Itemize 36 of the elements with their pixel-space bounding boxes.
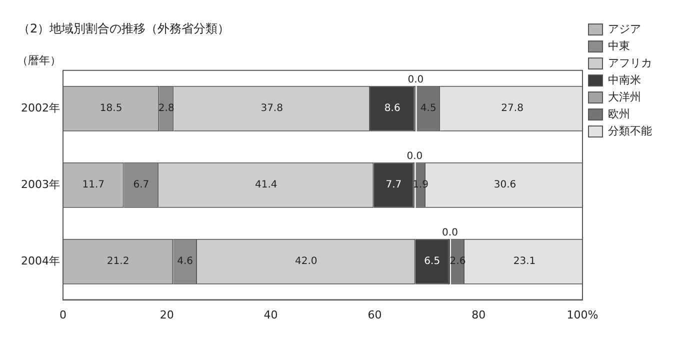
x-tick-label: 100%: [566, 308, 598, 322]
data-label: 27.8: [501, 103, 524, 114]
legend-label: 分類不能: [608, 124, 652, 138]
legend-label: 大洋州: [608, 90, 641, 104]
data-label: 6.5: [424, 256, 440, 268]
y-tick-label: 2003年: [20, 178, 60, 191]
y-axis-title: （暦年）: [16, 54, 61, 67]
data-label: 18.5: [100, 103, 122, 114]
x-tick-label: 20: [160, 308, 174, 322]
data-label: 21.2: [106, 256, 130, 268]
data-label: 0.0: [406, 150, 423, 162]
data-label: 7.7: [386, 180, 402, 191]
x-tick-label: 40: [264, 308, 278, 322]
legend-label: 欧州: [608, 107, 630, 120]
data-label: 8.6: [384, 103, 400, 114]
data-label: 41.4: [254, 180, 278, 191]
data-label: 30.6: [494, 180, 516, 191]
data-label: 6.7: [133, 180, 150, 191]
data-label: 23.1: [513, 256, 536, 268]
y-tick-label: 2002年: [20, 101, 60, 114]
data-label: 11.7: [82, 180, 105, 191]
data-label: 42.0: [294, 256, 318, 268]
x-tick-label: 60: [368, 308, 382, 322]
data-label: 0.0: [408, 74, 424, 86]
data-label: 4.6: [177, 256, 194, 268]
x-tick-label: 80: [472, 308, 486, 322]
x-tick-label: 0: [59, 308, 66, 322]
y-tick-label: 2004年: [20, 254, 60, 268]
legend-label: 中南米: [608, 73, 641, 86]
legend-label: アジア: [608, 22, 641, 36]
legend-label: アフリカ: [608, 56, 652, 70]
data-label: 0.0: [442, 227, 458, 238]
chart-title: （2）地域別割合の推移（外務省分類）: [18, 21, 230, 36]
data-label: 4.5: [420, 103, 436, 114]
data-label: 37.8: [260, 103, 283, 114]
legend-label: 中東: [608, 39, 630, 52]
